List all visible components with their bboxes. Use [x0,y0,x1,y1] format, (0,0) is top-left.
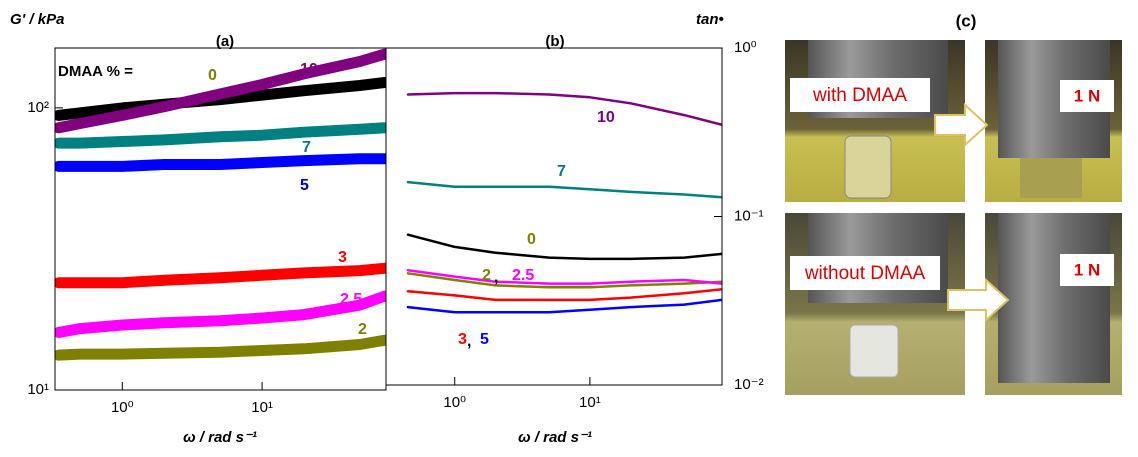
annotation: 2 [358,321,367,338]
caption: 1 N [1074,260,1100,279]
panel-label: (c) [956,11,977,30]
chart-title: (a) [216,33,234,50]
legend-title: DMAA % = [58,63,133,80]
caption-box [790,256,940,290]
series-line [406,268,722,285]
x-axis-label: ω / rad s⁻¹ [183,429,257,446]
series-line [55,48,386,134]
y-tick-label: 10⁰ [734,39,757,56]
series-line [406,272,722,289]
series-line [406,91,722,127]
plate [998,213,1110,383]
x-tick-label: 10⁰ [111,399,134,416]
annotation: 7 [557,163,566,180]
series-line [406,233,722,261]
caption: with DMAA [812,85,907,106]
series-line [406,288,722,302]
caption-box [1060,80,1114,112]
caption: without DMAA [804,263,926,284]
y-tick-label: 10¹ [27,381,49,398]
series-line [55,153,386,172]
annotation: 2 [482,267,491,284]
annotation: 0 [208,67,217,84]
y-tick-label: 10⁻² [734,376,764,393]
sample [1020,158,1082,198]
annotation: 3 [458,331,467,348]
annotation: 10 [597,109,615,126]
series-line [55,290,386,338]
annotation: , [467,333,471,350]
caption-box [790,78,930,112]
x-tick-label: 10⁰ [443,394,466,411]
series-line [55,262,386,289]
annotation: 7 [302,139,311,156]
y-axis-label: tan• [696,11,724,28]
caption-box [1060,254,1114,286]
annotation: 5 [300,177,309,194]
y-tick-label: 10⁻¹ [734,207,764,224]
annotation: 5 [480,331,489,348]
y-tick-label: 10² [27,99,49,116]
sample [844,135,892,199]
x-tick-label: 10¹ [251,399,273,416]
annotation: , [494,269,498,286]
series-line [406,298,722,314]
caption: 1 N [1074,86,1100,105]
series-line [55,334,386,361]
series-line [55,122,386,149]
arrow [947,277,1010,323]
sample [849,324,899,378]
arrow [934,102,989,148]
chart-title: (b) [545,33,564,50]
annotation: 10 [300,61,318,78]
annotation: 2.5 [512,267,534,284]
annotation: 2.5 [340,291,362,308]
plot-frame [385,47,723,386]
annotation: 0 [527,231,536,248]
x-axis-label: ω / rad s⁻¹ [518,429,592,446]
annotation: 3 [338,249,347,266]
photo-panel: (c) with DMAA 1 N without DMAA 1 N [785,11,1122,395]
series-line [406,180,722,199]
x-tick-label: 10¹ [579,394,601,411]
y-axis-label: G' / kPa [10,11,64,28]
